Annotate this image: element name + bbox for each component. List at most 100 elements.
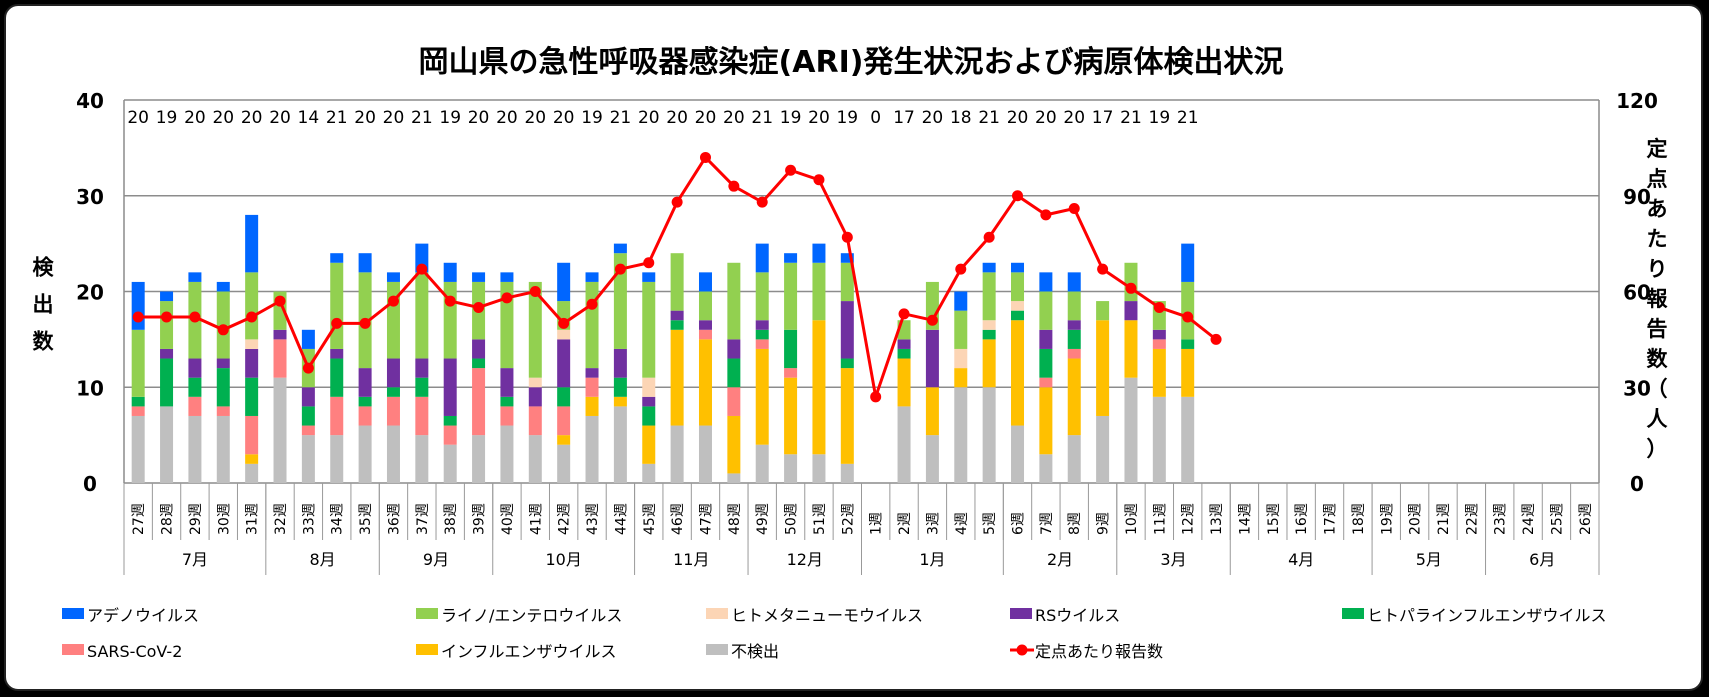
bar-segment: [1067, 435, 1081, 483]
top-label: 20: [127, 108, 149, 128]
top-label: 18: [950, 108, 972, 128]
bar-segment: [1011, 310, 1025, 321]
top-label: 20: [922, 108, 944, 128]
bar-segment: [1067, 291, 1081, 321]
bar-segment: [245, 454, 259, 464]
legend-label: ヒトメタニューモウイルス: [731, 606, 923, 625]
top-label: 20: [723, 108, 745, 128]
line-point: [558, 317, 570, 329]
bar-segment: [472, 272, 486, 282]
bar-segment: [925, 387, 939, 436]
line-point: [387, 295, 399, 307]
bar-segment: [585, 272, 599, 282]
chart: 岡山県の急性呼吸器感染症(ARI)発生状況および病原体検出状況 0 10 20 30 4…: [62, 45, 1669, 661]
category-label: 3週: [925, 512, 941, 535]
bar-segment: [1181, 339, 1195, 349]
bar-segment: [358, 406, 372, 426]
month-label: 10月: [545, 550, 581, 569]
bar-segment: [188, 377, 202, 397]
bar-segment: [188, 358, 202, 378]
bar-segment: [613, 377, 627, 397]
top-label: 20: [808, 108, 830, 128]
month-label: 3月: [1160, 550, 1186, 569]
bar-segment: [698, 329, 712, 340]
bar-segment: [500, 281, 514, 369]
bar-segment: [784, 253, 798, 263]
bar-segment: [982, 339, 996, 388]
top-label: 20: [212, 108, 234, 128]
bar-segment: [897, 339, 911, 349]
line-point: [302, 362, 314, 374]
category-label: 29週: [188, 503, 204, 535]
top-label: 21: [610, 108, 632, 128]
y-tick-left: 30: [76, 185, 104, 209]
y-axis-label-right-char: り: [1647, 257, 1668, 281]
line-point: [1012, 190, 1024, 202]
bar-segment: [1067, 358, 1081, 436]
line-point: [728, 180, 740, 192]
category-label: 41週: [528, 503, 544, 535]
month-label: 6月: [1529, 550, 1555, 569]
bar-segment: [784, 262, 798, 330]
bar-segment: [528, 435, 542, 483]
bar-segment: [840, 253, 854, 263]
bar-segment: [954, 310, 968, 349]
line-point: [1097, 263, 1109, 275]
y-axis-label-right-char: た: [1647, 227, 1668, 251]
bar-segment: [812, 454, 826, 483]
category-label: 42週: [557, 503, 573, 535]
bar-segment: [954, 387, 968, 483]
top-label: 19: [780, 108, 802, 128]
bar-segment: [557, 262, 571, 302]
top-label: 20: [1007, 108, 1029, 128]
bar-segment: [727, 358, 741, 388]
bar-segment: [330, 253, 344, 263]
bar-segment: [245, 214, 259, 273]
top-label: 20: [1035, 108, 1057, 128]
bar-segment: [755, 329, 769, 340]
top-label: 17: [1092, 108, 1114, 128]
bar-segment: [727, 473, 741, 483]
bar-segment: [245, 339, 259, 349]
bar-segment: [755, 339, 769, 349]
legend-label: ヒトパラインフルエンザウイルス: [1367, 606, 1607, 625]
bar-segment: [613, 243, 627, 254]
bar-segment: [642, 463, 656, 483]
line-point: [785, 164, 797, 176]
bar-segment: [812, 243, 826, 263]
bar-segment: [131, 406, 145, 416]
bar-segment: [982, 272, 996, 321]
category-label: 46週: [670, 503, 686, 535]
category-label: 32週: [273, 503, 289, 535]
line-point: [501, 292, 513, 304]
legend-label: 不検出: [731, 642, 779, 661]
line-point: [926, 314, 938, 326]
bar-segment: [528, 387, 542, 407]
bar-segment: [415, 396, 429, 436]
bar-segment: [415, 272, 429, 359]
bar-segment: [415, 435, 429, 483]
bar-segment: [216, 281, 230, 292]
category-label: 5週: [982, 512, 998, 535]
category-label: 38週: [443, 503, 459, 535]
top-label: 20: [695, 108, 717, 128]
category-label: 51週: [812, 503, 828, 535]
category-label: 10週: [1124, 503, 1140, 535]
bar-segment: [386, 425, 400, 483]
line-point: [161, 311, 173, 323]
top-label: 20: [1063, 108, 1085, 128]
top-label: 21: [411, 108, 433, 128]
bar-segment: [1011, 320, 1025, 426]
bar-segment: [840, 262, 854, 302]
bar-segment: [472, 368, 486, 436]
line-point: [983, 231, 995, 243]
line-point: [955, 263, 967, 275]
category-label: 20週: [1408, 503, 1424, 535]
bar-segment: [1124, 377, 1138, 483]
line-point: [132, 311, 144, 323]
line-point: [671, 196, 683, 208]
month-label: 11月: [673, 550, 709, 569]
chart-title: 岡山県の急性呼吸器感染症(ARI)発生状況および病原体検出状況: [419, 45, 1284, 80]
bar-segment: [755, 444, 769, 483]
bar-segment: [982, 329, 996, 340]
